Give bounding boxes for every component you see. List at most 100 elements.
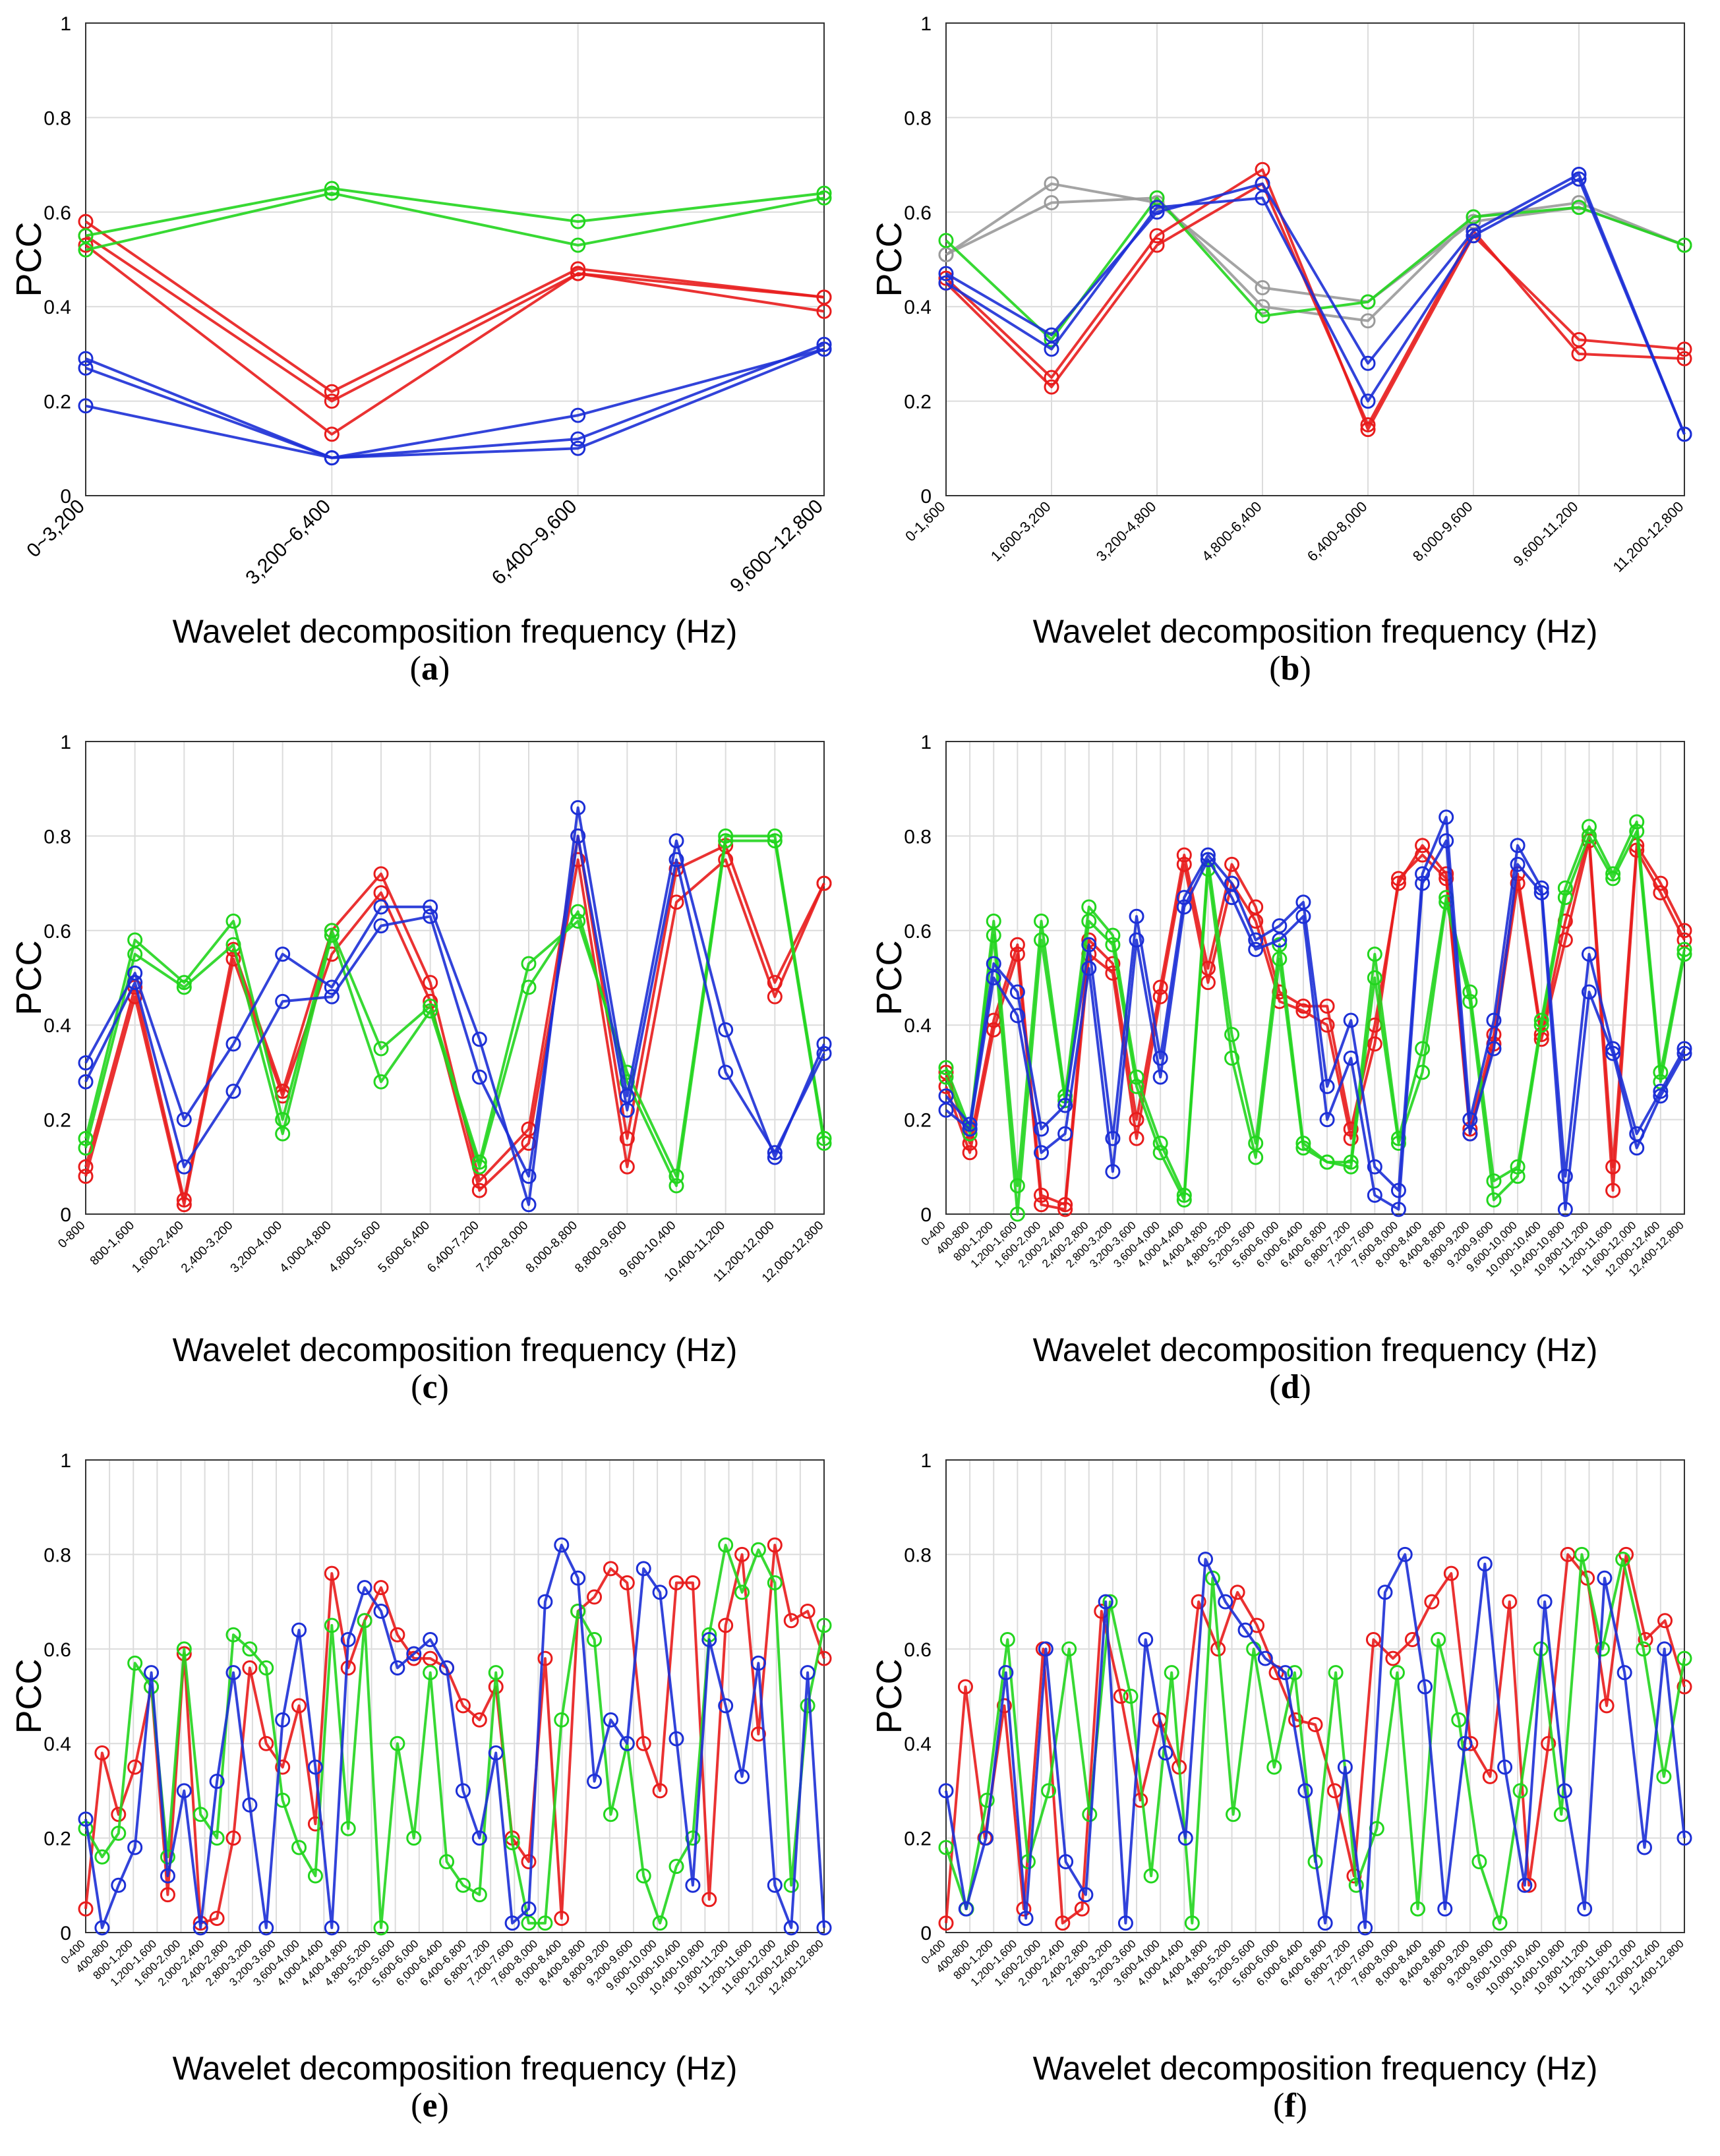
series-blue-1 xyxy=(938,809,1692,1198)
data-point xyxy=(1431,1631,1446,1647)
series-line xyxy=(85,347,825,459)
data-point xyxy=(816,185,832,201)
data-point xyxy=(1057,1126,1073,1142)
data-point xyxy=(636,1868,651,1884)
data-point xyxy=(668,833,684,849)
data-point xyxy=(209,1774,225,1790)
data-point xyxy=(1457,1735,1473,1751)
data-point xyxy=(324,1617,340,1633)
data-point xyxy=(1657,1641,1673,1657)
y-tick-label: 0.8 xyxy=(44,1544,71,1566)
data-point xyxy=(1367,1036,1382,1052)
chart-panel-d: 0 0.2 0.4 0.6 0.8 1 0-400 400-800 800-1,200 1,200… xyxy=(860,718,1720,1437)
data-point xyxy=(1143,1868,1159,1884)
series-green-1 xyxy=(78,181,832,244)
data-point xyxy=(685,1575,701,1590)
data-point xyxy=(1295,1135,1311,1151)
y-tick-label: 1 xyxy=(60,13,71,35)
data-point xyxy=(570,431,586,447)
series-line xyxy=(945,815,1686,1192)
data-point xyxy=(537,1650,553,1666)
data-point xyxy=(1044,176,1059,192)
data-point xyxy=(1360,313,1376,329)
data-point xyxy=(1295,1140,1311,1156)
data-point xyxy=(1138,1631,1154,1647)
data-point xyxy=(800,1698,816,1714)
data-point xyxy=(537,1594,553,1610)
series-blue-2 xyxy=(938,171,1692,442)
data-point xyxy=(783,1613,799,1629)
data-point xyxy=(986,970,1001,985)
data-point xyxy=(570,1603,586,1619)
data-point xyxy=(1466,209,1481,225)
data-point xyxy=(1200,975,1216,991)
data-point xyxy=(1471,1853,1487,1869)
chart-panel-c: 0 0.2 0.4 0.6 0.8 1 0-800 800-1,600 1,600-2,400 2… xyxy=(0,718,860,1437)
data-point xyxy=(1571,200,1587,216)
data-point xyxy=(668,894,684,910)
series-red-2 xyxy=(78,228,832,409)
data-point xyxy=(1653,885,1669,900)
data-point xyxy=(324,450,340,466)
data-point xyxy=(160,1868,175,1884)
data-point xyxy=(750,1542,766,1558)
data-point xyxy=(488,1745,504,1761)
data-point xyxy=(1034,932,1050,948)
data-point xyxy=(636,1735,651,1751)
data-point xyxy=(1605,1045,1621,1061)
data-point xyxy=(258,1735,274,1751)
data-point xyxy=(1541,1735,1557,1751)
data-point xyxy=(1537,1594,1553,1610)
data-point xyxy=(1255,299,1270,314)
data-point xyxy=(1226,1807,1241,1822)
data-point xyxy=(1462,993,1478,1009)
plot-frame xyxy=(85,741,825,1215)
data-point xyxy=(1009,1178,1025,1194)
y-tick-label: 0.2 xyxy=(44,392,71,413)
data-point xyxy=(685,1877,701,1893)
data-point xyxy=(1255,308,1270,324)
data-point xyxy=(1656,1768,1672,1784)
data-point xyxy=(1044,194,1059,210)
data-point xyxy=(1055,1915,1071,1931)
data-point xyxy=(652,1783,668,1799)
data-point xyxy=(176,1783,192,1799)
chart-d: 00.20.40.60.810-400400-800800-1,2001,200… xyxy=(870,732,1692,1368)
series-blue-1 xyxy=(78,800,832,1213)
data-point xyxy=(718,852,734,867)
data-point xyxy=(1657,1613,1673,1629)
data-point xyxy=(209,1910,225,1926)
data-point xyxy=(1360,355,1376,371)
series-line xyxy=(945,182,1685,426)
data-point xyxy=(1058,1853,1074,1869)
data-point xyxy=(938,1069,954,1085)
series-line xyxy=(85,187,825,237)
data-point xyxy=(1123,1689,1139,1704)
series-line xyxy=(85,347,825,459)
x-tick-label: 9,600~12,800 xyxy=(726,496,827,597)
y-tick-label: 1 xyxy=(920,13,932,35)
data-point xyxy=(1266,1759,1282,1775)
data-point xyxy=(340,1821,356,1836)
data-point xyxy=(1343,1159,1359,1175)
x-tick-label: 7,200-8,000 xyxy=(474,1219,531,1276)
data-point xyxy=(1557,1783,1572,1799)
data-point xyxy=(938,266,954,281)
data-point xyxy=(406,1646,422,1662)
data-point xyxy=(291,1622,307,1638)
data-point xyxy=(275,1759,291,1775)
data-point xyxy=(554,1537,570,1553)
x-tick-label: 8,000-8,800 xyxy=(523,1219,581,1276)
caption-c: (c) xyxy=(411,1368,449,1406)
data-point xyxy=(718,1537,734,1553)
data-point xyxy=(1417,1679,1433,1695)
series-line xyxy=(84,858,825,1206)
y-tick-label: 0.6 xyxy=(44,921,71,943)
data-point xyxy=(1105,1130,1121,1146)
data-point xyxy=(423,1650,438,1666)
data-point xyxy=(521,956,537,972)
data-point xyxy=(1149,237,1165,253)
data-point xyxy=(455,1877,471,1893)
data-point xyxy=(718,833,734,849)
x-tick-label: 9,600-11,200 xyxy=(1510,498,1581,569)
